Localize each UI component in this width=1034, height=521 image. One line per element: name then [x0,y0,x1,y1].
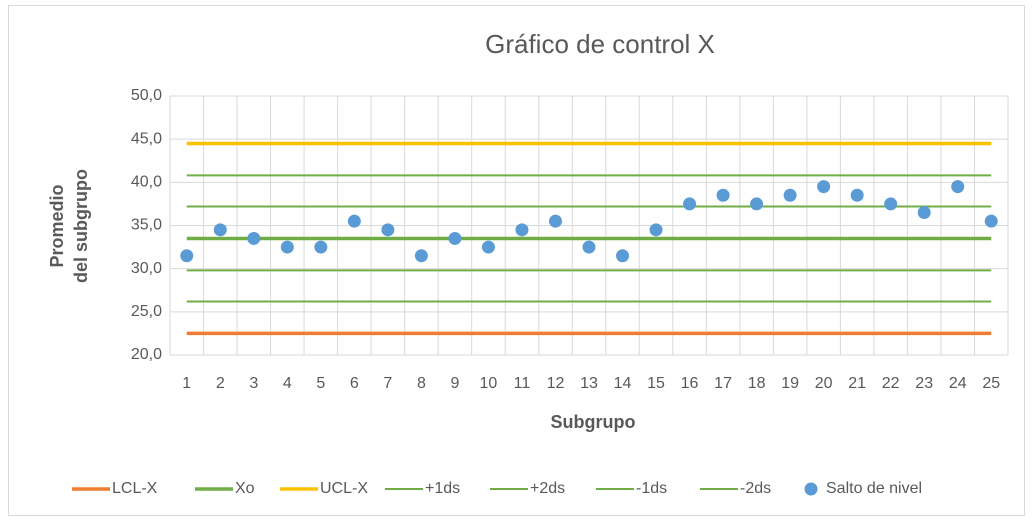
data-point [917,206,931,220]
data-point [548,214,562,228]
legend-label: -1ds [636,480,667,497]
x-tick-label: 9 [450,375,459,392]
x-tick-label: 13 [580,375,598,392]
x-tick-label: 24 [949,375,967,392]
y-axis-label-line: Promedio [47,184,67,267]
x-tick-label: 23 [915,375,933,392]
data-point [314,240,328,254]
x-tick-label: 21 [848,375,866,392]
x-tick-label: 2 [216,375,225,392]
data-point [850,188,864,202]
x-axis-label: Subgrupo [551,412,636,432]
data-point [817,180,831,194]
data-point [414,249,428,263]
y-tick-label: 35,0 [131,217,162,234]
y-axis-label: Promedio del subgrupo [47,169,91,283]
data-point [381,223,395,237]
y-axis-label-line: del subgrupo [71,169,91,283]
y-tick-label: 50,0 [131,87,162,104]
y-tick-label: 25,0 [131,303,162,320]
x-tick-label: 12 [547,375,565,392]
x-tick-label: 6 [350,375,359,392]
x-tick-label: 18 [748,375,766,392]
x-tick-label: 16 [681,375,699,392]
data-point [213,223,227,237]
x-tick-label: 7 [383,375,392,392]
data-point [347,214,361,228]
data-point [750,197,764,211]
x-tick-label: 15 [647,375,665,392]
y-tick-label: 45,0 [131,130,162,147]
legend-label: +1ds [425,480,460,497]
data-point [481,240,495,254]
x-tick-label: 3 [249,375,258,392]
x-tick-label: 19 [781,375,799,392]
data-point [984,214,998,228]
data-point [683,197,697,211]
legend-label: Xo [235,480,255,497]
legend-label: -2ds [740,480,771,497]
legend-swatch [804,482,818,496]
y-tick-label: 40,0 [131,174,162,191]
data-point [783,188,797,202]
chart-border [8,5,1025,516]
legend-label: Salto de nivel [826,480,922,497]
x-tick-label: 22 [882,375,900,392]
data-point [951,180,965,194]
legend-label: UCL-X [320,480,368,497]
data-point [616,249,630,263]
data-point [582,240,596,254]
x-tick-label: 14 [614,375,632,392]
legend-label: LCL-X [112,480,158,497]
y-tick-label: 20,0 [131,346,162,363]
chart-title: Gráfico de control X [485,29,715,59]
x-tick-label: 10 [480,375,498,392]
x-tick-label: 8 [417,375,426,392]
data-point [515,223,529,237]
x-tick-label: 17 [714,375,732,392]
data-point [448,231,462,245]
y-tick-label: 30,0 [131,260,162,277]
data-point [716,188,730,202]
data-point [649,223,663,237]
x-tick-label: 25 [982,375,1000,392]
x-tick-label: 5 [316,375,325,392]
x-tick-label: 4 [283,375,292,392]
data-point [247,231,261,245]
x-tick-label: 20 [815,375,833,392]
legend-label: +2ds [530,480,565,497]
data-point [280,240,294,254]
data-point [180,249,194,263]
data-point [884,197,898,211]
x-tick-label: 11 [514,375,531,392]
x-tick-label: 1 [182,375,191,392]
